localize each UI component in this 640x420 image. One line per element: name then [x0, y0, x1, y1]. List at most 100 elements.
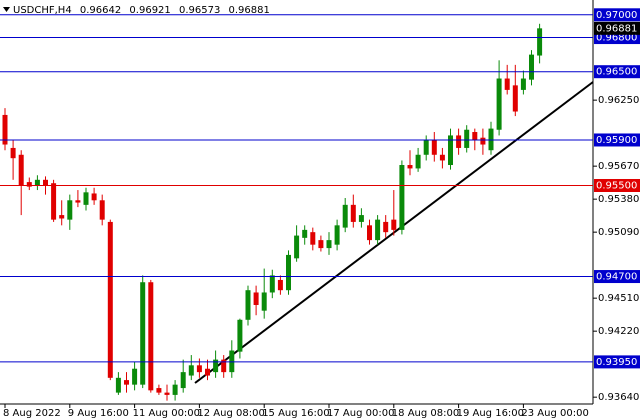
candle-body	[140, 282, 146, 385]
y-tick-label: 0.95090	[598, 227, 639, 238]
x-tick-label: 15 Aug 16:00	[262, 408, 329, 419]
candle-body	[196, 365, 202, 373]
candle-body	[488, 128, 494, 151]
level-label-bg	[594, 178, 640, 192]
y-tick-label: 0.93640	[598, 392, 639, 403]
candle-body	[124, 380, 129, 385]
candle-body	[59, 215, 65, 219]
candle-body	[456, 135, 462, 148]
candle-body	[26, 182, 32, 187]
symbol-dropdown[interactable]	[3, 7, 10, 12]
candle-body	[294, 235, 300, 259]
candle-body	[464, 129, 470, 148]
candle-body	[391, 219, 397, 230]
candle-body	[383, 221, 389, 233]
high-value: 0.96921	[129, 5, 170, 16]
candle-body	[107, 221, 113, 378]
candle-body	[75, 200, 81, 203]
level-label: 0.96800	[596, 33, 637, 44]
candle-body	[164, 392, 170, 395]
candle-body	[188, 365, 194, 376]
candle-body	[221, 359, 227, 373]
level-label: 0.96500	[596, 67, 637, 78]
candle-body	[205, 368, 210, 376]
close-value: 0.96881	[229, 5, 270, 16]
candle-body	[172, 384, 178, 395]
level-label: 0.93950	[596, 357, 637, 368]
candle-body	[439, 154, 445, 161]
candle-body	[253, 292, 259, 305]
y-tick-label: 0.95380	[598, 194, 639, 205]
x-tick-label: 17 Aug 00:00	[327, 408, 394, 419]
candle-body	[480, 137, 486, 145]
candle-body	[367, 225, 372, 241]
x-tick-label: 18 Aug 08:00	[392, 408, 459, 419]
level-label-bg	[594, 133, 640, 147]
x-tick-label: 12 Aug 08:00	[197, 408, 264, 419]
candle-body	[431, 139, 437, 155]
candle-body	[229, 350, 235, 373]
candle-body	[180, 372, 186, 389]
y-tick-label: 0.96250	[598, 95, 639, 106]
candle-body	[148, 282, 154, 391]
candle-body	[448, 135, 453, 166]
candle-body	[277, 279, 283, 291]
candle-body	[99, 200, 105, 220]
candle-body	[529, 54, 534, 80]
x-tick-label: 8 Aug 2022	[3, 408, 61, 419]
candle-body	[286, 254, 291, 291]
candle-body	[520, 78, 526, 90]
open-value: 0.96642	[80, 5, 121, 16]
candle-body	[156, 388, 162, 393]
candle-body	[310, 232, 316, 245]
candle-body	[423, 139, 429, 155]
candle-body	[237, 319, 243, 352]
low-value: 0.96573	[179, 5, 220, 16]
x-tick-label: 9 Aug 16:00	[68, 408, 129, 419]
level-label: 0.94700	[596, 272, 637, 283]
candle-body	[91, 193, 97, 201]
candle-body	[269, 275, 275, 293]
candle-body	[10, 147, 16, 159]
chart-header: USDCHF,H4 0.96642 0.96921 0.96573 0.9688…	[13, 5, 270, 16]
candle-body	[342, 204, 348, 228]
candle-body	[415, 154, 421, 169]
candle-body	[407, 165, 413, 169]
level-label: 0.97000	[596, 10, 637, 21]
candle-body	[261, 292, 267, 311]
x-tick-label: 11 Aug 00:00	[133, 408, 200, 419]
y-tick-label: 0.94220	[598, 326, 639, 337]
level-label: 0.95900	[596, 135, 637, 146]
y-tick-label: 0.95670	[598, 161, 639, 172]
candle-body	[83, 192, 89, 205]
plot	[2, 23, 543, 401]
candle-body	[318, 240, 324, 249]
candle-body	[399, 165, 405, 230]
level-label: 0.95500	[596, 180, 637, 191]
candle-body	[512, 85, 518, 112]
x-tick-label: 19 Aug 16:00	[457, 408, 524, 419]
level-label-bg	[594, 355, 640, 369]
candle-body	[213, 359, 219, 373]
level-label-bg	[594, 65, 640, 79]
candle-body	[326, 240, 332, 249]
candle-body	[132, 368, 138, 385]
y-tick-label: 0.94510	[598, 293, 639, 304]
candle-body	[472, 132, 478, 140]
candle-body	[375, 219, 381, 241]
bid-label-bg	[594, 21, 640, 35]
candle-body	[350, 204, 356, 222]
candle-body	[504, 78, 510, 90]
level-label-bg	[594, 8, 640, 22]
level-label-bg	[594, 270, 640, 284]
candle-body	[334, 225, 340, 245]
candle-body	[496, 78, 502, 130]
candle-body	[358, 215, 364, 222]
chart-title: USDCHF,H4	[13, 5, 72, 16]
candle-body	[18, 154, 24, 186]
candle-body	[2, 114, 8, 145]
candle-body	[34, 179, 40, 186]
candle-body	[245, 290, 251, 320]
